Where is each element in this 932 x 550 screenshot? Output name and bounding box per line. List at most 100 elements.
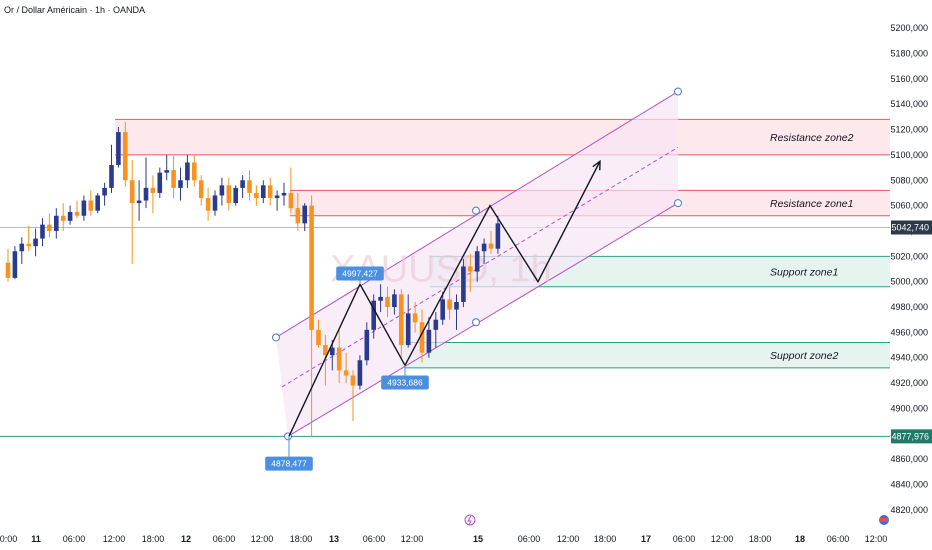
candle-body	[481, 243, 487, 252]
candle-body	[185, 162, 190, 181]
candle-body	[164, 170, 169, 173]
candle-body	[54, 215, 59, 231]
y-tick-label: 5060,000	[890, 201, 928, 211]
candle-body	[392, 294, 397, 308]
candle-body	[33, 238, 38, 247]
candle-body	[495, 223, 501, 249]
x-tick-label: 06:00	[673, 534, 696, 544]
y-tick-label: 4820,000	[890, 505, 928, 515]
zone-label: Resistance zone2	[770, 132, 854, 144]
y-tick-label: 5020,000	[890, 251, 928, 261]
x-tick-label: 12:00	[401, 534, 424, 544]
candle-body	[136, 200, 142, 204]
candle-body	[440, 299, 445, 320]
candle-body	[454, 301, 459, 310]
candle-body	[447, 299, 452, 310]
bottom-label: 4878,477	[271, 459, 307, 469]
candle-body	[468, 266, 473, 272]
candle-body	[178, 180, 183, 188]
swing-low-label-box	[381, 375, 429, 390]
candle-body	[26, 243, 31, 247]
candle-body	[302, 205, 307, 224]
chart-title: Or / Dollar Américain · 1h · OANDA	[4, 5, 146, 15]
candle-body	[316, 329, 321, 346]
x-tick-label: 15	[473, 534, 483, 544]
candle-body	[81, 200, 87, 216]
candle-body	[343, 370, 349, 376]
lightning-icon[interactable]	[464, 514, 476, 526]
candle-body	[205, 198, 211, 211]
candle-body	[261, 185, 266, 199]
candle-body	[385, 296, 390, 308]
candle-body	[350, 375, 356, 386]
y-tick-label: 5100,000	[890, 150, 928, 160]
candle-body	[102, 187, 107, 196]
swing-high-label: 4997,427	[342, 268, 378, 278]
channel-handle[interactable]	[472, 206, 480, 215]
candle-body	[212, 195, 218, 211]
candle-body	[364, 329, 370, 361]
x-tick-label: 13	[329, 534, 339, 544]
y-tick-label: 5180,000	[890, 48, 928, 58]
candle-body	[192, 162, 197, 181]
candle-body	[309, 205, 314, 330]
candle-body	[226, 185, 232, 204]
last-price-label: 5042,740	[891, 222, 929, 232]
x-tick-label: 06:00	[213, 534, 236, 544]
channel-handle[interactable]	[674, 87, 682, 96]
x-tick-label: 06:00	[363, 534, 386, 544]
candle-body	[109, 165, 114, 188]
candle-body	[150, 187, 156, 193]
y-tick-label: 5120,000	[890, 125, 928, 135]
candle-body	[67, 211, 73, 221]
y-tick-label: 5160,000	[890, 74, 928, 84]
candle-body	[461, 266, 466, 302]
candle-body	[171, 170, 176, 188]
candle-body	[295, 208, 301, 224]
zone-band	[405, 342, 890, 368]
y-tick-label: 5140,000	[890, 99, 928, 109]
level-price-label-box	[891, 429, 932, 444]
lightning-icon-glyph	[467, 515, 472, 526]
candle-body	[288, 192, 294, 209]
candle-body	[95, 195, 100, 211]
swing-high-label-box	[336, 266, 384, 281]
candle-body	[47, 224, 52, 231]
candle-body	[426, 329, 432, 353]
x-tick-label: 12:00	[865, 534, 888, 544]
candle-body	[378, 296, 383, 301]
candle-body	[198, 180, 204, 199]
candle-body	[19, 243, 25, 252]
projection-path[interactable]	[288, 160, 601, 437]
x-tick-label: 18	[795, 534, 805, 544]
x-tick-label: 18:00	[594, 534, 617, 544]
x-tick-label: 11	[31, 534, 41, 544]
channel-handle[interactable]	[674, 199, 682, 208]
y-tick-label: 4980,000	[890, 302, 928, 312]
annotations-layer: 4997,427 4933,686 4878,477	[265, 266, 429, 471]
channel-handle[interactable]	[272, 333, 280, 342]
candle-body	[129, 180, 135, 204]
candle-body	[88, 200, 94, 211]
channel-handle[interactable]	[472, 318, 480, 327]
candle-body	[399, 294, 404, 346]
candle-body	[267, 185, 273, 199]
candle-body	[433, 319, 439, 330]
x-tick-label: 18:00	[142, 534, 165, 544]
candle-body	[488, 243, 494, 249]
candle-body	[74, 211, 80, 216]
channel-midline	[281, 146, 679, 388]
x-tick-label: 12:00	[251, 534, 274, 544]
candle-body	[247, 180, 252, 193]
zone-label: Support zone2	[770, 350, 838, 362]
x-tick-label: 18:00	[290, 534, 313, 544]
candle-body	[233, 187, 238, 204]
y-tick-label: 4960,000	[890, 327, 928, 337]
price-axis: 4820,0004840,0004860,0004880,0004900,000…	[890, 23, 932, 515]
candle-body	[219, 185, 225, 196]
zone-label: Resistance zone1	[770, 198, 853, 210]
candle-body	[116, 132, 121, 166]
zone-label: Support zone1	[770, 267, 838, 279]
candle-body	[357, 360, 363, 386]
